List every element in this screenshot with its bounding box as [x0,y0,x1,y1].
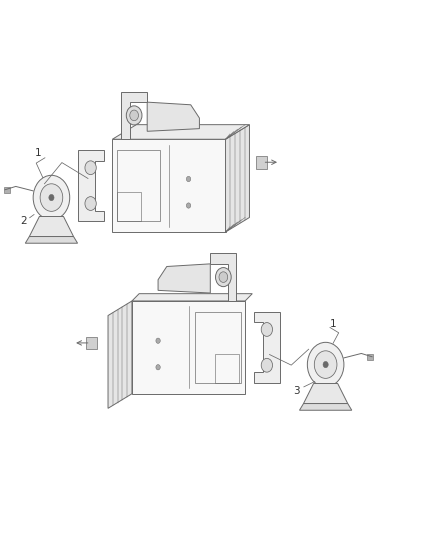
Circle shape [156,365,160,370]
Circle shape [186,176,191,182]
Text: 3: 3 [293,386,300,396]
Polygon shape [113,125,250,139]
Circle shape [49,195,54,201]
Polygon shape [210,253,237,301]
Bar [367,353,373,360]
Circle shape [261,322,272,336]
Circle shape [85,197,96,211]
Polygon shape [108,301,132,408]
Circle shape [40,184,63,212]
Bar [256,156,267,168]
Circle shape [261,358,272,372]
Circle shape [323,361,328,368]
Circle shape [215,268,231,287]
Polygon shape [78,150,104,221]
Polygon shape [29,216,74,237]
Bar [86,336,97,349]
Bar [195,312,241,383]
Text: 1: 1 [330,319,336,329]
Polygon shape [147,102,199,131]
Polygon shape [121,92,147,139]
Circle shape [186,203,191,208]
Bar [117,192,141,221]
Bar [117,150,160,221]
Circle shape [156,338,160,343]
Bar [4,187,10,193]
Circle shape [219,272,228,282]
Circle shape [126,106,142,125]
Polygon shape [25,237,78,243]
Text: 1: 1 [35,148,42,158]
Circle shape [130,110,138,120]
Text: 2: 2 [21,216,27,227]
Polygon shape [158,264,210,293]
Circle shape [314,351,337,378]
Bar [215,354,239,383]
Circle shape [307,342,344,387]
Circle shape [33,175,70,220]
Polygon shape [254,312,280,383]
Polygon shape [226,125,250,232]
Circle shape [85,161,96,175]
Polygon shape [132,301,245,394]
Polygon shape [113,139,226,232]
Polygon shape [304,384,348,403]
Polygon shape [300,403,352,410]
Polygon shape [132,294,252,301]
